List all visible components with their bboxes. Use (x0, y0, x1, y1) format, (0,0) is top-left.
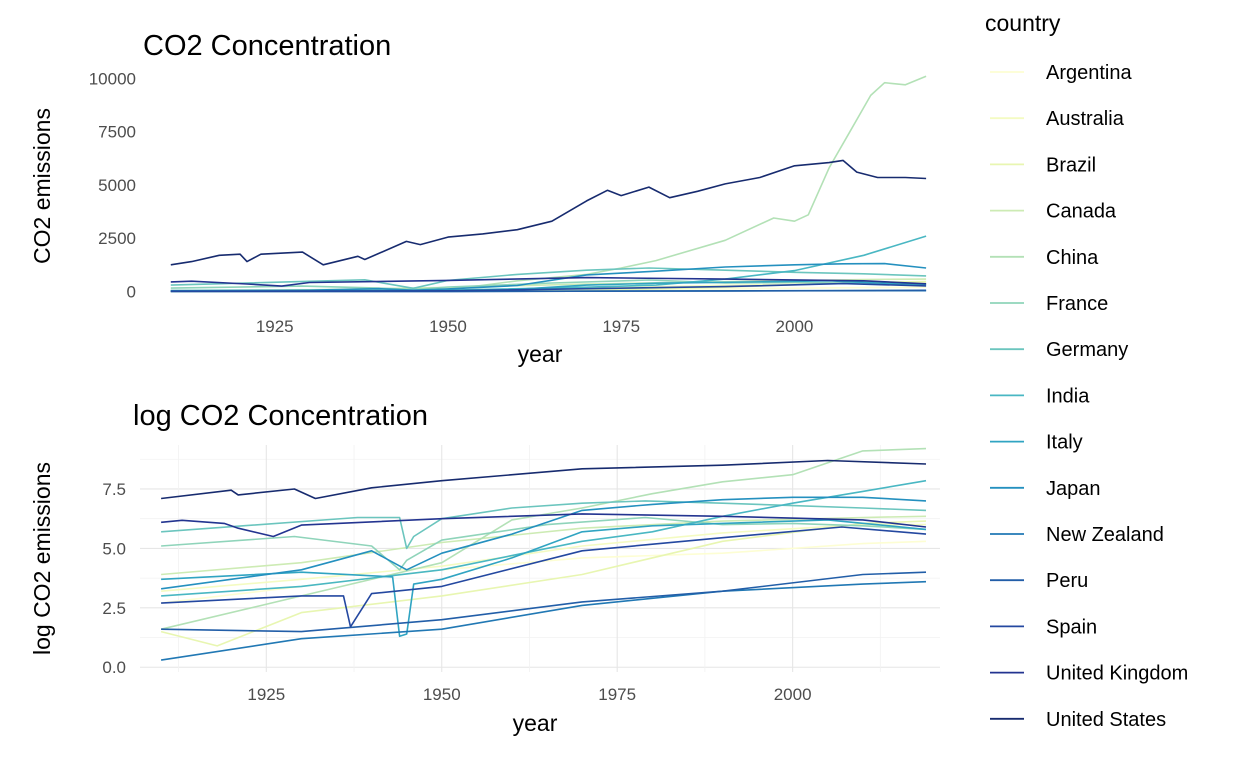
x-tick-label: 1925 (247, 685, 285, 704)
series-line-italy (161, 519, 927, 638)
series-line-france (161, 516, 927, 571)
series-line-united-kingdom (161, 513, 927, 538)
y-tick-label: 0.0 (102, 658, 126, 677)
top-x-axis-label: year (518, 341, 563, 367)
top-y-axis-label: CO2 emissions (29, 108, 55, 264)
top-chart-title: CO2 Concentration (143, 30, 391, 62)
legend-title: country (985, 10, 1061, 36)
x-tick-label: 2000 (776, 317, 814, 336)
y-tick-label: 7500 (98, 123, 136, 142)
bottom-x-axis-label: year (513, 710, 558, 736)
series-line-brazil (160, 520, 927, 647)
x-tick-label: 1950 (423, 685, 461, 704)
series-line-united-states (170, 159, 927, 266)
legend-label: India (1046, 385, 1090, 407)
bottom-chart-title: log CO2 Concentration (133, 400, 428, 432)
series-line-united-kingdom (170, 276, 927, 287)
legend-label: France (1046, 293, 1108, 315)
series-line-japan (170, 262, 927, 292)
series-line-spain (161, 526, 927, 628)
bottom-chart: 0.0 2.5 5.0 7.5 1925 1950 1975 2000 log CO2 Conc… (29, 400, 940, 736)
y-tick-label: 7.5 (102, 480, 126, 499)
legend-label: Peru (1046, 570, 1088, 592)
legend-label: Australia (1046, 108, 1125, 130)
legend-label: Spain (1046, 616, 1097, 638)
x-tick-label: 1975 (602, 317, 640, 336)
legend-label: Japan (1046, 478, 1101, 500)
series-line-new-zealand (160, 580, 927, 661)
x-tick-label: 1950 (429, 317, 467, 336)
legend: country Argentina Australia Brazil Canada Chi… (985, 10, 1188, 731)
x-tick-label: 1975 (598, 685, 636, 704)
legend-label: United Kingdom (1046, 663, 1188, 685)
legend-label: Italy (1046, 432, 1083, 454)
series-line-peru (161, 571, 927, 633)
legend-label: New Zealand (1046, 524, 1164, 546)
series-line-united-states (161, 459, 927, 500)
legend-label: Germany (1046, 339, 1128, 361)
series-line-germany (161, 500, 927, 550)
x-tick-label: 1925 (256, 317, 294, 336)
legend-label: China (1046, 247, 1099, 269)
legend-label: Brazil (1046, 154, 1096, 176)
y-tick-label: 0 (127, 282, 136, 301)
top-series (170, 75, 927, 293)
y-tick-label: 5.0 (102, 539, 126, 558)
series-line-france (170, 279, 927, 291)
series-line-canada (161, 515, 927, 576)
y-tick-label: 2.5 (102, 599, 126, 618)
legend-label: Argentina (1046, 62, 1132, 84)
series-line-argentina (161, 540, 927, 604)
series-line-germany (170, 267, 927, 290)
series-line-china (170, 75, 927, 293)
x-tick-label: 2000 (774, 685, 812, 704)
y-tick-label: 2500 (98, 229, 136, 248)
y-tick-label: 10000 (89, 69, 136, 88)
series-line-china (160, 447, 927, 630)
series-line-india (161, 479, 927, 597)
bottom-gridlines (140, 445, 940, 672)
legend-label: United States (1046, 709, 1166, 731)
legend-label: Canada (1046, 201, 1117, 223)
bottom-series (160, 447, 927, 661)
series-line-spain (170, 282, 927, 292)
y-tick-label: 5000 (98, 176, 136, 195)
series-line-japan (160, 496, 927, 590)
bottom-y-axis-label: log CO2 emissions (29, 462, 55, 655)
series-line-australia (161, 523, 926, 592)
top-chart: 0 2500 5000 7500 10000 1925 1950 1975 2000 CO2 Co… (29, 30, 927, 367)
